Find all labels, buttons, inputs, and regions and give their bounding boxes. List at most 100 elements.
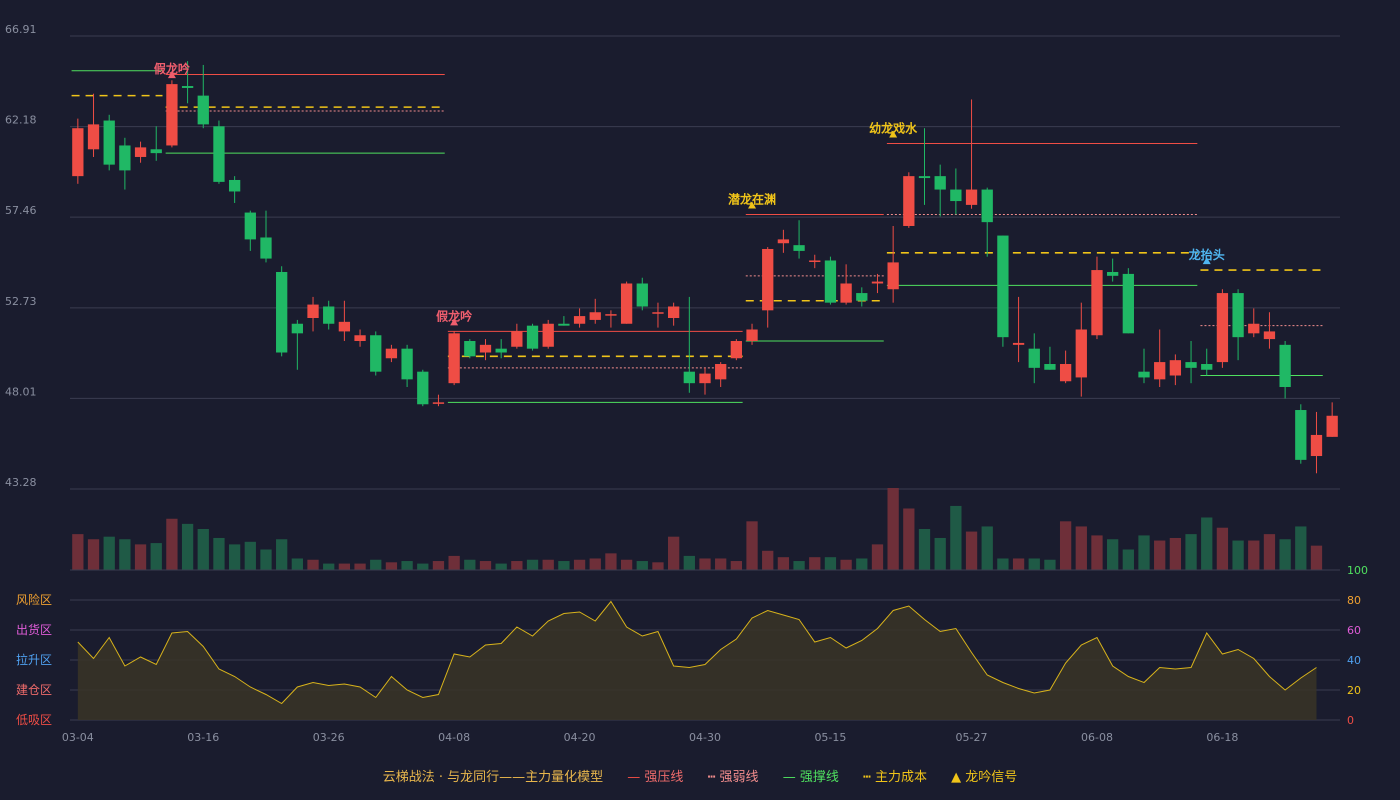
candle-body — [856, 293, 868, 301]
candle — [683, 296, 695, 393]
volume-bar — [1059, 521, 1072, 570]
candle-body — [1138, 371, 1150, 378]
candle-body — [464, 341, 476, 357]
osc-tick-label: 40 — [1347, 654, 1361, 667]
volume-bar — [1263, 534, 1276, 570]
candle-body — [652, 312, 664, 314]
candle — [777, 229, 790, 253]
candle-body — [150, 149, 162, 154]
candle-body — [1201, 364, 1213, 370]
candle-body — [417, 371, 429, 405]
volume-bar — [620, 559, 633, 570]
osc-tick-label: 20 — [1347, 684, 1361, 697]
candle — [1326, 402, 1338, 437]
volume-bar — [72, 534, 84, 570]
volume-bar — [809, 557, 821, 570]
legend-support: — 强撑线 — [782, 770, 839, 785]
candle-body — [746, 329, 758, 342]
candle-body — [667, 306, 680, 318]
candle — [856, 287, 868, 307]
candle — [370, 331, 382, 376]
candle — [558, 316, 570, 326]
x-tick-label: 04-20 — [564, 731, 596, 744]
candle-body — [1044, 364, 1056, 370]
candle — [950, 168, 962, 215]
volume-bar — [1138, 535, 1150, 570]
candle — [307, 296, 319, 332]
volume-bar — [228, 544, 241, 570]
volume-bar — [542, 559, 554, 570]
candle-body — [715, 364, 727, 380]
volume-bar — [589, 558, 601, 570]
volume-bar — [432, 561, 445, 570]
osc-zone-label: 拉升区 — [16, 652, 52, 667]
legend-signal: ▲ 龙吟信号 — [951, 770, 1018, 785]
signal-marker — [748, 201, 757, 209]
price-tick-label: 43.28 — [5, 476, 37, 489]
candle — [401, 344, 413, 388]
x-tick-label: 05-27 — [956, 731, 988, 744]
price-tick-label: 66.91 — [5, 23, 37, 36]
candle — [1185, 341, 1197, 384]
candle — [338, 300, 351, 342]
volume-bar — [856, 558, 868, 570]
volume-bar — [495, 563, 507, 570]
candle-body — [354, 335, 366, 342]
volume-bar — [1295, 526, 1307, 570]
candle-body — [542, 323, 554, 347]
candle — [1122, 268, 1134, 334]
candle — [417, 369, 429, 407]
volume-bar — [244, 541, 256, 570]
candle-body — [1216, 293, 1229, 363]
candle — [1059, 350, 1072, 384]
candle — [903, 172, 915, 228]
signal-label: 假龙吟 — [154, 61, 190, 76]
candle-body — [809, 260, 821, 262]
candle-body — [1185, 362, 1197, 368]
candle-body — [1169, 360, 1182, 376]
legend-title: 云梯战法 · 与龙同行——主力量化模型 — [382, 770, 604, 785]
x-tick-label: 06-08 — [1081, 731, 1113, 744]
candle-body — [1075, 329, 1087, 378]
candle — [589, 298, 601, 324]
candle — [840, 264, 852, 305]
volume-bar — [181, 523, 194, 570]
candle — [511, 323, 523, 349]
candle-body — [730, 341, 743, 359]
candle-body — [793, 245, 805, 251]
candle-body — [1279, 344, 1291, 388]
candle — [746, 323, 758, 345]
candle — [542, 319, 554, 349]
candle — [1248, 308, 1260, 338]
volume-bar — [558, 561, 570, 570]
signal-label: 龙抬头 — [1189, 247, 1225, 262]
candle — [448, 331, 460, 386]
signal-label: 假龙吟 — [436, 308, 472, 323]
chart-legend: 云梯战法 · 与龙同行——主力量化模型 — 强压线 ┅ 强弱线 — 强撑线 ┅ … — [0, 766, 1400, 785]
osc-area — [77, 601, 1317, 720]
volume-bar — [793, 561, 805, 570]
candle — [260, 210, 272, 263]
volume-bar — [354, 563, 366, 570]
candle-body — [370, 335, 382, 372]
candle-body — [338, 321, 351, 332]
volume-bar — [1122, 549, 1134, 570]
x-tick-label: 03-16 — [187, 731, 219, 744]
candle-body — [276, 271, 288, 353]
candle-body — [589, 312, 601, 320]
candle — [385, 344, 398, 363]
price-tick-label: 62.18 — [5, 114, 37, 127]
candle-body — [1107, 271, 1119, 276]
signal-marker — [167, 71, 176, 79]
candle-body — [260, 237, 272, 259]
volume-bar — [887, 488, 899, 570]
candle-body — [244, 212, 256, 240]
candle-body — [526, 325, 539, 349]
candle — [934, 164, 946, 217]
candle — [667, 302, 680, 326]
volume-bar — [950, 505, 962, 570]
candle-body — [1059, 364, 1072, 382]
candle-body — [1091, 270, 1103, 336]
candle — [871, 273, 884, 294]
volume-bar — [573, 559, 586, 570]
